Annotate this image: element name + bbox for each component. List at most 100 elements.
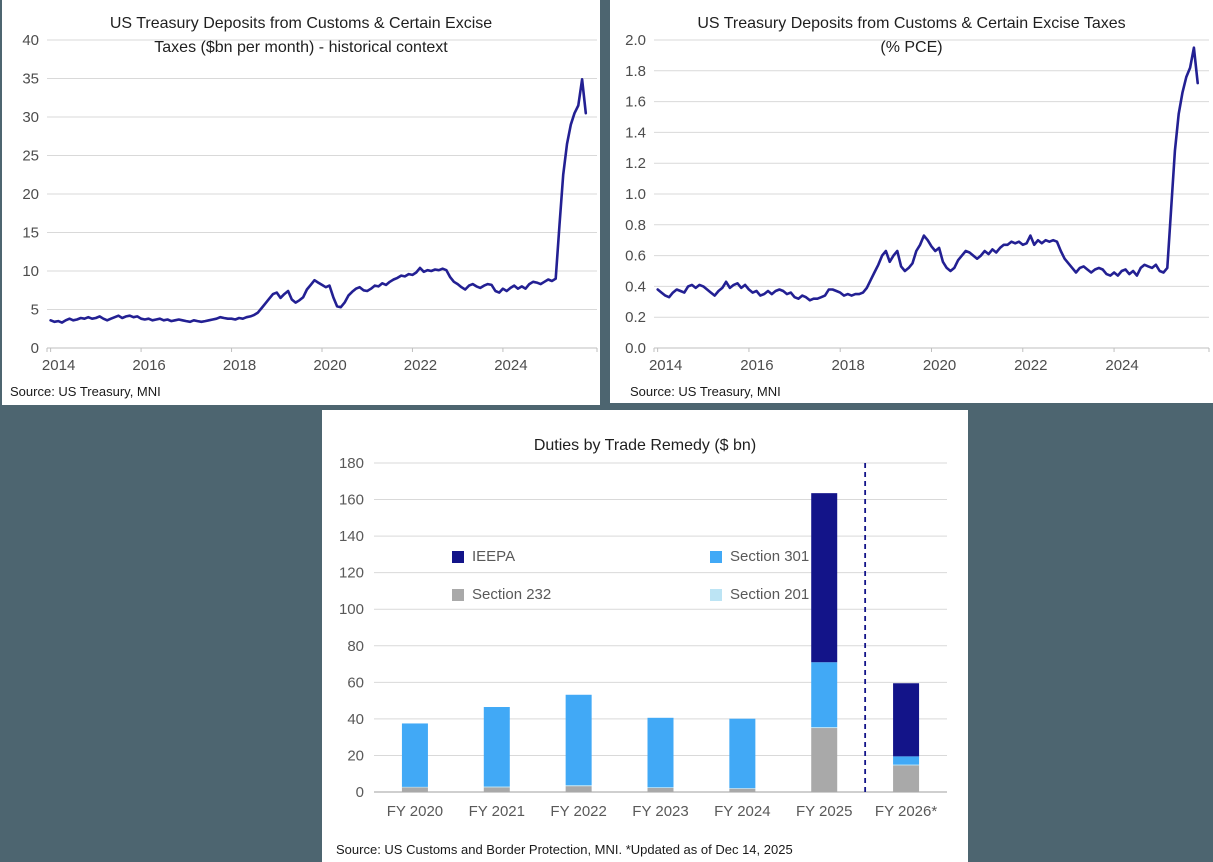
legend-label: Section 201 (730, 586, 810, 603)
legend-label: IEEPA (472, 548, 516, 565)
y-tick-label: 1.2 (625, 155, 646, 172)
y-tick-label: 1.6 (625, 94, 646, 111)
y-tick-label: 25 (22, 148, 39, 165)
bar-segment (811, 662, 838, 728)
y-tick-label: 160 (339, 492, 364, 509)
bar-segment (483, 787, 510, 792)
y-tick-label: 60 (347, 674, 364, 691)
y-tick-label: 0.2 (625, 309, 646, 326)
y-tick-label: 120 (339, 565, 364, 582)
chart-title: Duties by Trade Remedy ($ bn) (533, 437, 757, 454)
y-tick-label: 10 (22, 263, 39, 280)
legend-label: Section 232 (472, 586, 552, 603)
x-tick-label: 2016 (132, 357, 165, 374)
x-tick-label: 2016 (740, 357, 773, 374)
y-tick-label: 20 (22, 186, 39, 203)
bar-segment (811, 727, 838, 729)
bar-segment (893, 765, 920, 792)
x-tick-label: 2022 (404, 357, 437, 374)
treasury-deposits-bn-chart-panel: 0 5 10 15 20 25 30 35 40 2014 2016 2018 2020 2022 2024… (2, 0, 600, 405)
y-tick-label: 0 (356, 784, 364, 801)
x-tick-label: 2024 (1105, 357, 1138, 374)
chart-title: US Treasury Deposits from Customs & Cert… (610, 12, 1213, 60)
bar-segment (893, 756, 920, 765)
treasury-deposits-pce-chart-panel: 0.0 0.2 0.4 0.6 0.8 1.0 1.2 1.4 1.6 1.8 2.0 2014 201… (610, 0, 1213, 403)
bar-segment (811, 728, 838, 792)
y-tick-label: 100 (339, 601, 364, 618)
x-category-label: FY 2024 (714, 803, 770, 820)
chart-title-line1: US Treasury Deposits from Customs & Cert… (109, 15, 493, 32)
bar-segment (729, 718, 756, 789)
x-category-label: FY 2023 (632, 803, 688, 820)
x-tick-label: 2024 (494, 357, 527, 374)
legend-item-section-301: Section 301 (710, 548, 809, 565)
bar-segment (811, 493, 838, 663)
y-tick-label: 0.4 (625, 278, 646, 295)
x-category-label: FY 2025 (796, 803, 852, 820)
legend-item-section-201: Section 201 (710, 586, 809, 603)
x-tick-label: 2020 (313, 357, 346, 374)
bar-segment (401, 786, 428, 788)
y-tick-label: 15 (22, 225, 39, 242)
y-tick-label: 20 (347, 747, 364, 764)
bar-segment (401, 787, 428, 792)
x-tick-label: 2018 (832, 357, 865, 374)
y-tick-label: 80 (347, 638, 364, 655)
x-tick-label: 2020 (923, 357, 956, 374)
y-tick-label: 30 (22, 109, 39, 126)
treasury-deposits-pce-line-chart-svg: 0.0 0.2 0.4 0.6 0.8 1.0 1.2 1.4 1.6 1.8 2.0 2014 201… (625, 32, 1210, 374)
y-tick-label: 1.0 (625, 186, 646, 203)
source-note: Source: US Treasury, MNI (10, 384, 161, 399)
chart-title: US Treasury Deposits from Customs & Cert… (2, 12, 600, 60)
legend-item-ieepa: IEEPA (452, 548, 515, 565)
chart-title-line1: US Treasury Deposits from Customs & Cert… (697, 15, 1126, 32)
section-301-swatch-icon (710, 550, 722, 563)
y-tick-label: 40 (22, 32, 39, 49)
legend-label: Section 301 (730, 548, 810, 565)
y-tick-label: 5 (31, 302, 39, 319)
y-tick-label: 0 (31, 340, 39, 357)
deposits-line-series (49, 78, 588, 324)
x-category-label: FY 2021 (469, 803, 525, 820)
bar-segment (565, 785, 592, 787)
bar-segment (483, 786, 510, 788)
bar-segment (647, 787, 674, 788)
y-tick-label: 35 (22, 71, 39, 88)
x-category-label: FY 2022 (550, 803, 606, 820)
y-tick-label: 140 (339, 528, 364, 545)
bar-segment (565, 786, 592, 792)
y-tick-label: 0.6 (625, 248, 646, 265)
bar-segment (893, 764, 920, 766)
bar-segment (483, 707, 510, 787)
duties-by-trade-remedy-chart-panel: 0 20 40 60 80 100 120 140 160 180 FY 2020 FY 2021 FY… (322, 410, 968, 862)
source-note: Source: US Treasury, MNI (630, 384, 781, 399)
ieepa-swatch-icon (452, 550, 464, 563)
section-201-swatch-icon (710, 588, 722, 601)
y-tick-label: 1.8 (625, 63, 646, 80)
chart-title-line2: Taxes ($bn per month) - historical conte… (154, 39, 448, 56)
source-note: Source: US Customs and Border Protection… (336, 842, 793, 857)
bar-segment (729, 788, 756, 792)
section-232-swatch-icon (452, 588, 464, 601)
bar-segment (647, 717, 674, 788)
x-category-label: FY 2020 (387, 803, 443, 820)
y-tick-label: 2.0 (625, 32, 646, 49)
treasury-deposits-bn-line-chart-svg: 0 5 10 15 20 25 30 35 40 2014 2016 2018 2020 2022 2024 (22, 32, 598, 374)
chart-title-line2: (% PCE) (880, 39, 943, 56)
bar-segment (893, 683, 920, 757)
bar-segment (647, 787, 674, 792)
x-category-label: FY 2026* (875, 803, 937, 820)
y-tick-label: 0.0 (625, 340, 646, 357)
deposits-line-series (656, 46, 1200, 302)
x-tick-label: 2018 (223, 357, 256, 374)
bar-segment (729, 788, 756, 789)
y-tick-label: 1.4 (625, 124, 646, 141)
legend-item-section-232: Section 232 (452, 586, 551, 603)
x-tick-label: 2022 (1014, 357, 1047, 374)
x-tick-label: 2014 (42, 357, 75, 374)
duties-stacked-bar-chart-svg: 0 20 40 60 80 100 120 140 160 180 FY 2020 FY 2021 FY… (339, 455, 947, 820)
x-tick-label: 2014 (649, 357, 682, 374)
y-tick-label: 180 (339, 455, 364, 472)
bar-segment (565, 694, 592, 786)
